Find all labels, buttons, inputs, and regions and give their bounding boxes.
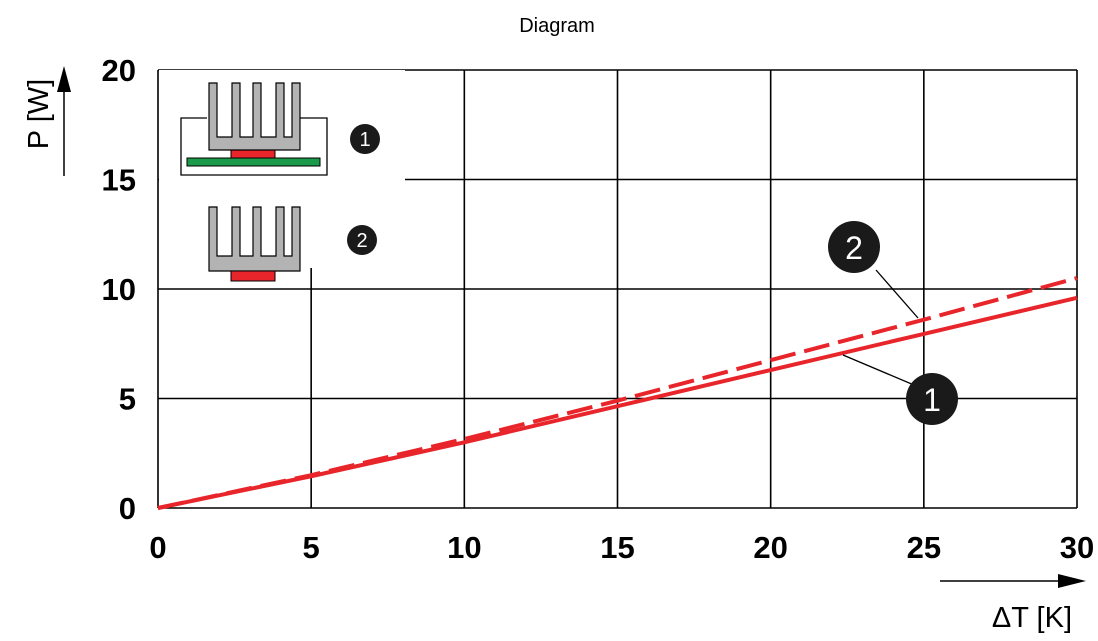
legend-item-1: 1 <box>180 82 380 176</box>
legend-badge-1-label: 1 <box>359 129 370 151</box>
annotation-1-leader <box>842 354 915 386</box>
enclosure-outline <box>180 117 328 176</box>
x-axis-label: ΔT [K] <box>992 602 1072 634</box>
y-tick-label: 20 <box>102 53 136 88</box>
x-tick-label: 15 <box>600 530 634 565</box>
x-tick-label: 20 <box>753 530 787 565</box>
y-tick-label: 10 <box>102 272 136 307</box>
y-tick-label: 0 <box>119 491 136 526</box>
legend-background-badge2 <box>309 178 405 268</box>
annotation-1: 1 <box>842 354 958 425</box>
x-tick-label: 30 <box>1060 530 1094 565</box>
heatsink-icon <box>208 82 301 151</box>
y-axis-title-group: P [W] <box>23 66 71 176</box>
y-tick-label: 5 <box>119 382 136 417</box>
x-tick-labels: 0 5 10 15 20 25 30 <box>149 530 1094 565</box>
annotation-badge-2 <box>828 221 880 273</box>
chart-title: Diagram <box>519 15 595 37</box>
legend-badge-1 <box>350 124 380 154</box>
x-axis-arrowhead-icon <box>1058 574 1086 588</box>
annotation-badge-1 <box>906 373 958 425</box>
x-tick-label: 10 <box>447 530 481 565</box>
board-icon <box>186 157 321 167</box>
annotation-2: 2 <box>828 221 919 319</box>
chip-icon <box>230 149 276 159</box>
x-tick-label: 25 <box>907 530 941 565</box>
annotation-badge-2-label: 2 <box>845 230 863 266</box>
annotation-badge-1-label: 1 <box>923 382 941 418</box>
legend-badge-2-label: 2 <box>356 230 367 252</box>
y-axis-arrowhead-icon <box>57 66 71 92</box>
x-tick-label: 0 <box>149 530 166 565</box>
legend-item-2: 2 <box>208 206 377 282</box>
y-tick-label: 15 <box>102 163 136 198</box>
heatsink-icon <box>208 206 301 272</box>
annotation-2-leader <box>875 269 919 319</box>
x-tick-label: 5 <box>303 530 320 565</box>
x-axis-title-group: ΔT [K] <box>940 574 1086 634</box>
y-axis-label: P [W] <box>23 79 55 149</box>
series-line-2 <box>157 276 1078 510</box>
legend-badge-2 <box>347 225 377 255</box>
chip-icon <box>230 270 276 282</box>
y-tick-labels: 0 5 10 15 20 <box>102 53 136 526</box>
series-layer <box>157 276 1078 510</box>
